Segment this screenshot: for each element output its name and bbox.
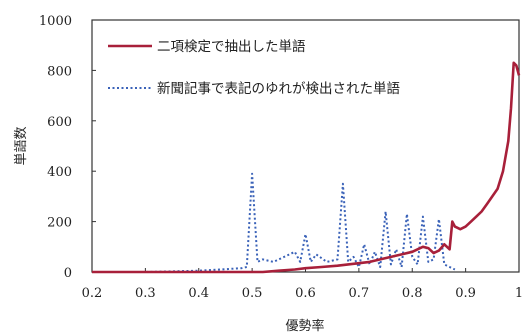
x-axis-label: 優勢率 — [285, 318, 324, 332]
x-tick-label: 0.3 — [135, 286, 156, 301]
legend: 二項検定で抽出した単語 新聞記事で表記のゆれが検出された単語 — [108, 38, 400, 97]
y-tick-label: 0 — [64, 266, 72, 281]
x-tick-label: 0.6 — [295, 286, 316, 301]
x-tick-label: 0.9 — [455, 286, 476, 301]
legend-label-news: 新聞記事で表記のゆれが検出された単語 — [157, 80, 400, 97]
x-tick-label: 0.4 — [188, 286, 209, 301]
series-lines — [92, 61, 521, 274]
x-tick-label: 0.2 — [82, 286, 103, 301]
y-tick-label: 200 — [47, 216, 72, 231]
x-ticks: 0.2 0.3 0.4 0.5 0.6 0.7 0.8 0.9 1 — [82, 268, 523, 301]
y-tick-label: 800 — [47, 64, 72, 79]
x-tick-label: 0.8 — [402, 286, 423, 301]
series-line-news — [92, 172, 456, 273]
y-tick-label: 600 — [47, 115, 72, 130]
series-line-binomial — [92, 61, 521, 274]
y-axis-label: 単語数 — [13, 126, 29, 165]
x-tick-label: 0.7 — [349, 286, 370, 301]
y-ticks: 0 200 400 600 800 1000 — [39, 14, 96, 281]
plot-frame — [91, 19, 520, 273]
y-tick-label: 400 — [47, 165, 72, 180]
y-tick-label: 1000 — [39, 14, 72, 29]
x-tick-label: 1 — [515, 286, 523, 301]
x-tick-label: 0.5 — [242, 286, 263, 301]
legend-label-binomial: 二項検定で抽出した単語 — [157, 38, 306, 55]
